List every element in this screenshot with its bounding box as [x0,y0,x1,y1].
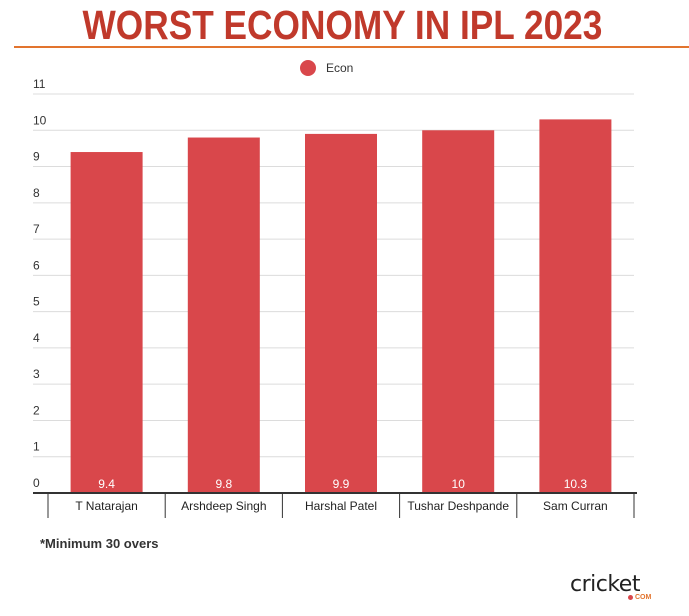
data-label: 10.3 [564,477,588,491]
data-label: 9.4 [98,477,115,491]
x-tick-label: Tushar Deshpande [407,499,509,513]
x-tick-label: Sam Curran [543,499,608,513]
bar [539,119,612,494]
y-tick-label: 3 [33,367,40,381]
cricket-com-logo-sub: COM [628,594,651,601]
footnote: *Minimum 30 overs [40,536,159,551]
bar [187,137,260,493]
y-tick-label: 11 [33,77,46,91]
chart-legend: Econ [300,60,353,76]
bar [70,152,143,493]
title-underline [14,46,689,48]
x-tick-label: T Natarajan [75,499,137,513]
data-label: 9.8 [215,477,232,491]
y-tick-label: 7 [33,222,40,236]
y-tick-label: 6 [33,258,40,272]
y-tick-label: 5 [33,295,40,309]
data-label: 9.9 [333,477,350,491]
y-tick-label: 8 [33,186,40,200]
y-tick-label: 1 [33,440,40,454]
cricket-com-logo: cricket [570,572,640,597]
legend-marker-econ [300,60,316,76]
x-tick-label: Arshdeep Singh [181,499,266,513]
x-tick-label: Harshal Patel [305,499,377,513]
y-tick-label: 9 [33,150,40,164]
y-tick-label: 10 [33,113,47,127]
bar [305,133,377,493]
y-tick-label: 0 [33,476,40,490]
bar [422,130,495,494]
y-tick-label: 4 [33,331,40,345]
data-label: 10 [452,477,466,491]
legend-label-econ: Econ [326,61,354,75]
y-tick-label: 2 [33,403,40,417]
page-title: WORST ECONOMY IN IPL 2023 [82,2,603,48]
